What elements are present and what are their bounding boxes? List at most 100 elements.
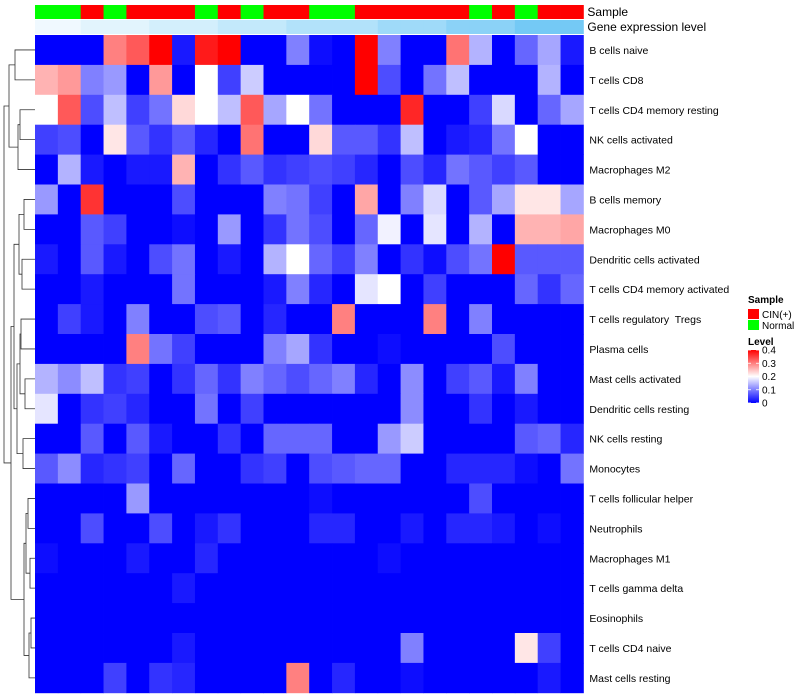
heatmap-cell — [149, 64, 173, 96]
row-label: Macrophages M0 — [589, 224, 670, 236]
heatmap-cell — [149, 184, 173, 215]
heatmap-cell — [423, 274, 447, 305]
heatmap-cell — [377, 393, 401, 425]
heatmap-cell — [57, 483, 82, 514]
heatmap-cell — [149, 423, 173, 454]
heatmap-cell — [35, 124, 59, 155]
heatmap-cell — [492, 363, 516, 395]
heatmap-cell — [240, 543, 264, 574]
heatmap-cell — [217, 603, 242, 634]
heatmap-cell — [400, 124, 424, 155]
heatmap-cell — [217, 573, 242, 604]
sample-annotation-cell — [560, 5, 584, 19]
heatmap-cell — [354, 64, 379, 96]
heatmap-cell — [423, 633, 447, 664]
heatmap-cell — [309, 334, 333, 365]
heatmap-cell — [537, 513, 561, 544]
heatmap-cell — [423, 453, 447, 484]
heatmap-cell — [149, 274, 173, 305]
heatmap-cell — [35, 154, 59, 185]
heatmap-cell — [172, 94, 196, 126]
row-label: Dendritic cells activated — [589, 254, 699, 266]
heatmap-cell — [400, 662, 424, 694]
legend-level-colorbar — [748, 350, 759, 403]
heatmap-cell — [400, 453, 424, 484]
heatmap-cell — [446, 603, 470, 634]
heatmap-cell — [217, 274, 242, 305]
heatmap-cell — [80, 603, 104, 634]
heatmap-cell — [354, 244, 379, 275]
heatmap-cell — [149, 393, 173, 425]
heatmap-cell — [469, 64, 493, 96]
heatmap-cell — [217, 124, 242, 155]
heatmap-cell — [80, 334, 104, 365]
heatmap-cell — [263, 274, 287, 305]
heatmap-cell — [469, 244, 493, 275]
heatmap-cell — [469, 573, 493, 604]
heatmap-cell — [514, 304, 539, 335]
heatmap-cell — [263, 423, 287, 454]
heatmap-cell — [537, 35, 561, 66]
heatmap-cell — [57, 154, 82, 185]
heatmap-cell — [103, 393, 127, 425]
heatmap-cell — [492, 334, 516, 365]
heatmap-cell — [514, 483, 539, 514]
heatmap-cell — [126, 573, 150, 604]
row-label: T cells CD4 memory activated — [589, 284, 729, 296]
dendrogram-branch — [28, 632, 35, 679]
heatmap-cell — [469, 423, 493, 454]
heatmap-cell — [263, 513, 287, 544]
heatmap-cell — [240, 124, 264, 155]
heatmap-cell — [446, 633, 470, 664]
expression-annotation-cell — [514, 20, 539, 34]
heatmap-cell — [57, 363, 82, 395]
heatmap-cell — [57, 393, 82, 425]
heatmap-cell — [400, 214, 424, 245]
expression-annotation-cell — [35, 20, 59, 34]
heatmap-cell — [423, 603, 447, 634]
heatmap-cell — [126, 453, 150, 484]
heatmap-cell — [354, 124, 379, 155]
heatmap-cell — [492, 513, 516, 544]
heatmap-cell — [172, 603, 196, 634]
heatmap-cell — [80, 94, 104, 126]
sample-annotation-cell — [354, 5, 379, 19]
heatmap-cell — [469, 633, 493, 664]
heatmap-cell — [560, 94, 584, 126]
heatmap-cell — [263, 304, 287, 335]
heatmap-cell — [492, 543, 516, 574]
heatmap-cell — [80, 513, 104, 544]
heatmap-cell — [286, 64, 310, 96]
sample-annotation-cell — [309, 5, 333, 19]
heatmap-cell — [263, 244, 287, 275]
heatmap-cell — [194, 274, 219, 305]
heatmap-cell — [309, 423, 333, 454]
heatmap-cell — [149, 94, 173, 126]
heatmap-cell — [377, 64, 401, 96]
heatmap-cell — [332, 304, 356, 335]
row-label: T cells follicular helper — [589, 493, 693, 505]
heatmap-cell — [354, 483, 379, 514]
heatmap-cell — [172, 184, 196, 215]
heatmap-cell — [126, 603, 150, 634]
heatmap-cell — [309, 184, 333, 215]
heatmap-cell — [354, 453, 379, 484]
heatmap-cell — [354, 184, 379, 215]
heatmap-cell — [35, 513, 59, 544]
heatmap-cell — [332, 214, 356, 245]
heatmap-cell — [80, 35, 104, 66]
expression-annotation-cell — [263, 20, 287, 34]
heatmap-cell — [57, 423, 82, 454]
heatmap-cell — [537, 64, 561, 96]
heatmap-cell — [240, 304, 264, 335]
heatmap-cell — [560, 423, 584, 454]
heatmap-cell — [309, 513, 333, 544]
heatmap-cell — [354, 573, 379, 604]
heatmap-cell — [172, 543, 196, 574]
heatmap-cell — [332, 662, 356, 694]
heatmap-cell — [240, 94, 264, 126]
heatmap-cell — [560, 633, 584, 664]
sample-annotation-cell — [103, 5, 127, 19]
row-label: B cells memory — [589, 194, 662, 206]
heatmap-cell — [446, 184, 470, 215]
